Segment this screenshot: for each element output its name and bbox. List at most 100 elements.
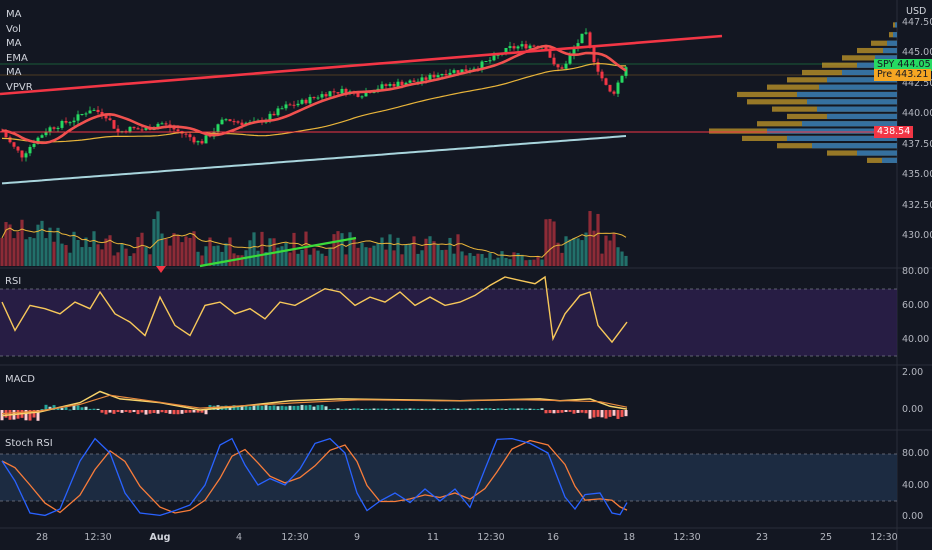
candle-body[interactable] [548, 49, 552, 58]
indicator-ma-1[interactable]: MA [6, 9, 22, 20]
candle-body[interactable] [460, 69, 464, 73]
candle-body[interactable] [288, 104, 292, 106]
candle-body[interactable] [296, 103, 300, 106]
candle-body[interactable] [624, 67, 628, 76]
candle-body[interactable] [608, 84, 612, 92]
candle-body[interactable] [452, 70, 456, 73]
candle-body[interactable] [228, 119, 232, 122]
candle-body[interactable] [216, 124, 220, 132]
indicator-volume[interactable]: Vol [6, 23, 21, 35]
candle-body[interactable] [436, 75, 440, 78]
ma-long-line[interactable] [1, 135, 627, 185]
indicator-ma-3[interactable]: MA [6, 67, 22, 78]
candle-body[interactable] [240, 122, 244, 125]
candle-body[interactable] [580, 33, 584, 44]
candle-body[interactable] [184, 133, 188, 135]
candle-body[interactable] [80, 113, 84, 115]
candle-body[interactable] [268, 113, 272, 120]
premarket-price-tag[interactable]: Pre 443.21 [874, 68, 932, 81]
candle-body[interactable] [520, 44, 524, 47]
candle-body[interactable] [360, 96, 364, 98]
candle-body[interactable] [132, 126, 136, 129]
candle-body[interactable] [356, 92, 360, 97]
candle-body[interactable] [196, 141, 200, 143]
candle-body[interactable] [340, 88, 344, 94]
candle-body[interactable] [524, 44, 528, 49]
candle-body[interactable] [96, 109, 100, 112]
candle-body[interactable] [600, 71, 604, 79]
candle-body[interactable] [116, 128, 120, 133]
candle-body[interactable] [200, 141, 204, 144]
volume-trendline[interactable] [199, 236, 357, 268]
candle-body[interactable] [304, 99, 308, 104]
indicator-vpvr[interactable]: VPVR [6, 81, 33, 93]
candle-body[interactable] [92, 109, 96, 111]
candle-body[interactable] [344, 88, 348, 94]
candle-body[interactable] [56, 127, 60, 129]
candle-body[interactable] [400, 81, 404, 86]
candle-body[interactable] [300, 99, 304, 104]
candle-body[interactable] [160, 123, 164, 125]
candle-body[interactable] [40, 135, 44, 138]
candle-body[interactable] [324, 94, 328, 97]
candle-body[interactable] [396, 81, 400, 87]
candle-body[interactable] [44, 132, 48, 136]
ema-line[interactable] [1, 44, 627, 145]
candle-body[interactable] [72, 120, 76, 123]
candle-body[interactable] [308, 97, 312, 104]
candle-body[interactable] [108, 118, 112, 121]
candle-body[interactable] [456, 70, 460, 73]
candle-body[interactable] [380, 84, 384, 89]
candle-body[interactable] [144, 128, 148, 130]
candle-body[interactable] [440, 73, 444, 76]
candle-body[interactable] [128, 126, 132, 133]
candle-body[interactable] [88, 110, 92, 114]
candle-body[interactable] [52, 127, 56, 129]
candle-body[interactable] [280, 108, 284, 110]
macd-pane-label[interactable]: MACD [5, 374, 35, 385]
candle-body[interactable] [560, 67, 564, 69]
candle-body[interactable] [528, 45, 532, 49]
candle-body[interactable] [12, 142, 16, 147]
candle-body[interactable] [60, 120, 64, 128]
currency-label[interactable]: USD [906, 6, 927, 17]
candle-body[interactable] [480, 61, 484, 69]
candle-body[interactable] [36, 137, 40, 144]
candle-body[interactable] [588, 32, 592, 46]
candle-body[interactable] [384, 84, 388, 86]
marker-down-icon[interactable] [156, 266, 166, 273]
candle-body[interactable] [364, 91, 368, 97]
stoch-d-line[interactable] [1, 439, 628, 514]
candle-body[interactable] [428, 74, 432, 80]
candle-body[interactable] [516, 46, 520, 49]
indicator-ma-2[interactable]: MA [6, 38, 22, 49]
stoch-pane-label[interactable]: Stoch RSI [5, 438, 53, 449]
candle-body[interactable] [464, 69, 468, 72]
candle-body[interactable] [496, 54, 500, 56]
candle-body[interactable] [620, 75, 624, 83]
candle-body[interactable] [176, 129, 180, 132]
candle-body[interactable] [4, 131, 8, 138]
candle-body[interactable] [104, 115, 108, 119]
candle-body[interactable] [316, 97, 320, 99]
candle-body[interactable] [408, 80, 412, 83]
candle-body[interactable] [444, 73, 448, 76]
candle-body[interactable] [292, 104, 296, 106]
candle-body[interactable] [220, 119, 224, 125]
candle-body[interactable] [484, 61, 488, 63]
stoch-k-line[interactable] [1, 437, 628, 517]
channel-trendline[interactable] [0, 34, 723, 96]
candle-body[interactable] [84, 113, 88, 115]
candle-body[interactable] [544, 45, 548, 50]
candle-body[interactable] [224, 119, 228, 121]
candle-body[interactable] [512, 46, 516, 49]
candle-body[interactable] [596, 62, 600, 72]
candle-body[interactable] [188, 134, 192, 138]
candle-body[interactable] [584, 32, 588, 34]
candle-body[interactable] [312, 97, 316, 99]
spy-price-tag[interactable]: SPY 444.05 [874, 58, 932, 71]
candle-body[interactable] [48, 127, 52, 133]
candle-body[interactable] [612, 91, 616, 94]
candle-body[interactable] [8, 137, 12, 143]
